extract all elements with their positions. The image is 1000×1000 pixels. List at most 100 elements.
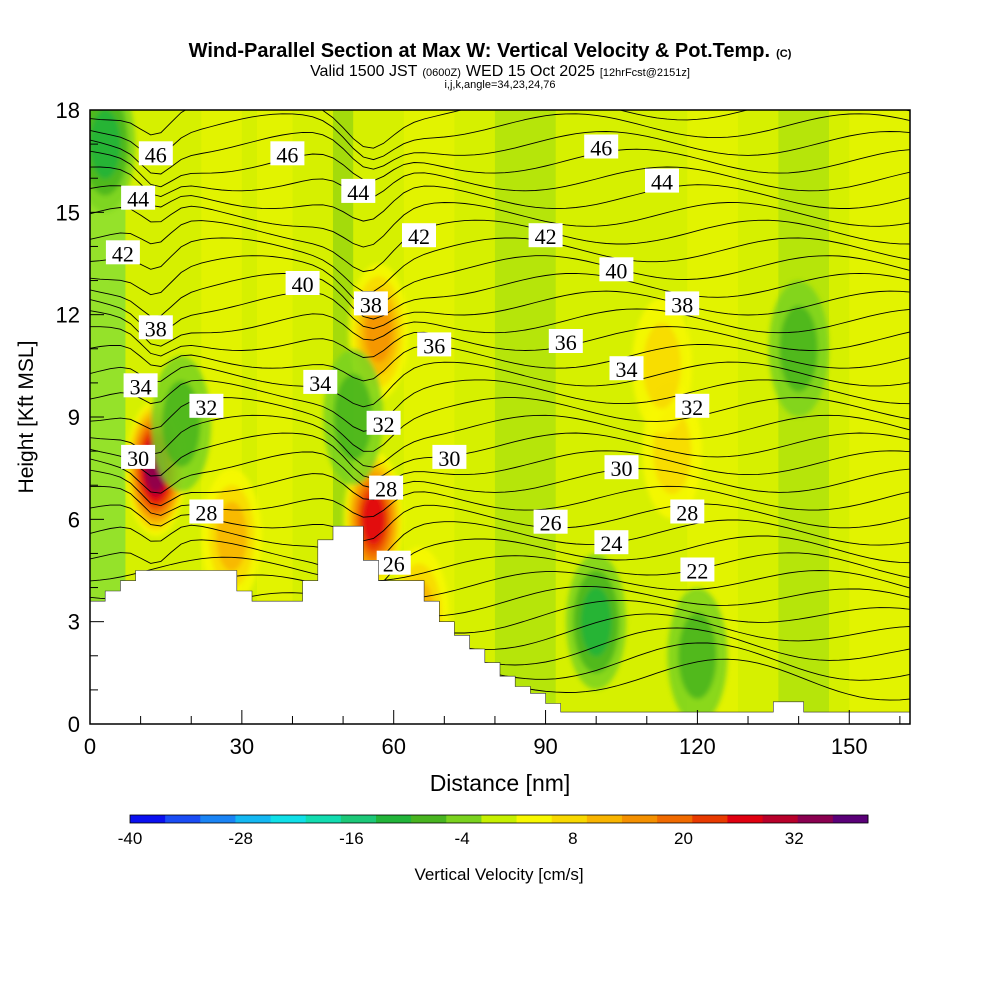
velocity-feature bbox=[162, 380, 201, 467]
theta-contour-label-text: 26 bbox=[540, 511, 562, 536]
theta-contour-label: 38 bbox=[138, 315, 173, 341]
theta-contour-label: 46 bbox=[270, 141, 305, 167]
theta-contour-line bbox=[90, 290, 910, 335]
theta-contour-label-text: 46 bbox=[276, 142, 298, 167]
colorbar-tick-label: -28 bbox=[228, 829, 253, 848]
theta-contour-label: 32 bbox=[675, 393, 710, 420]
theta-contour-label-text: 36 bbox=[555, 330, 577, 355]
x-tick-label: 120 bbox=[679, 734, 716, 759]
subtitle-utc: (0600Z) bbox=[422, 67, 461, 79]
theta-contour-label: 38 bbox=[665, 291, 700, 317]
theta-contour-label: 42 bbox=[105, 240, 140, 266]
theta-contour-line bbox=[90, 397, 910, 452]
colorbar-swatch bbox=[200, 815, 236, 823]
colorbar-swatch bbox=[657, 815, 693, 823]
theta-contour-label: 32 bbox=[366, 410, 401, 437]
theta-contour-line bbox=[90, 202, 910, 248]
x-tick-label: 30 bbox=[230, 734, 254, 759]
subtitle-valid: Valid 1500 JST bbox=[310, 63, 418, 80]
chart-title: Wind-Parallel Section at Max W: Vertical… bbox=[189, 40, 792, 62]
theta-contour-label-text: 42 bbox=[112, 241, 134, 266]
velocity-band bbox=[494, 110, 556, 724]
colorbar-swatch bbox=[551, 815, 588, 823]
colorbar-swatch bbox=[797, 815, 834, 823]
theta-contour-label: 44 bbox=[121, 185, 156, 212]
chart-subtitle: Valid 1500 JST (0600Z) WED 15 Oct 2025 [12h… bbox=[310, 63, 690, 80]
theta-contour-line bbox=[90, 432, 910, 479]
theta-contour-label: 24 bbox=[594, 530, 629, 556]
y-tick-label: 0 bbox=[68, 712, 80, 737]
theta-contour-line bbox=[90, 184, 910, 222]
theta-contour-label-text: 34 bbox=[130, 374, 152, 399]
y-tick-label: 9 bbox=[68, 405, 80, 430]
theta-contour-label: 34 bbox=[609, 356, 644, 382]
theta-contour-line bbox=[90, 361, 910, 408]
colorbar bbox=[129, 814, 869, 824]
title-block: Wind-Parallel Section at Max W: Vertical… bbox=[189, 40, 792, 91]
theta-contour-label: 36 bbox=[417, 332, 452, 358]
theta-contour-label-text: 28 bbox=[375, 477, 397, 502]
colorbar-tick-label: 20 bbox=[674, 829, 693, 848]
theta-contour-label-text: 36 bbox=[423, 333, 445, 358]
theta-contour-line bbox=[90, 255, 910, 309]
theta-contour-line bbox=[90, 308, 910, 347]
theta-contour-line bbox=[90, 485, 910, 518]
theta-contour-line bbox=[90, 468, 910, 507]
subtitle-forecast: [12hrFcst@2151z] bbox=[600, 67, 690, 79]
plot-area: 46 46 46 44 44 44 42 42 42 40 40 38 38 38 36 36 34 34 34 32… bbox=[90, 110, 910, 724]
theta-contour-label-text: 42 bbox=[408, 224, 430, 249]
theta-contour-line bbox=[90, 272, 910, 320]
theta-contour-label-text: 34 bbox=[309, 371, 331, 396]
theta-contour-line bbox=[90, 379, 910, 432]
theta-contour-label: 42 bbox=[402, 223, 436, 249]
theta-contour-label: 44 bbox=[645, 168, 679, 195]
colorbar-swatch bbox=[762, 815, 799, 823]
theta-contour-label-text: 32 bbox=[195, 395, 217, 420]
colorbar-swatch bbox=[235, 815, 272, 823]
colorbar-swatch bbox=[832, 815, 869, 823]
theta-contour-label: 38 bbox=[353, 291, 388, 317]
theta-contour-label-text: 32 bbox=[681, 395, 703, 420]
x-tick-label: 90 bbox=[533, 734, 557, 759]
theta-contour-label: 28 bbox=[369, 475, 404, 502]
theta-contour-line bbox=[90, 503, 910, 542]
theta-contour-label-text: 44 bbox=[127, 187, 149, 212]
theta-contour-label: 30 bbox=[604, 455, 639, 481]
theta-contour-label: 22 bbox=[680, 557, 715, 584]
theta-contour-label-text: 30 bbox=[611, 456, 633, 481]
velocity-feature bbox=[334, 374, 373, 460]
velocity-feature bbox=[642, 322, 681, 409]
theta-contour-label-text: 30 bbox=[127, 446, 149, 471]
colorbar-swatch bbox=[165, 815, 201, 823]
theta-contour-label-text: 28 bbox=[676, 501, 698, 526]
colorbar-swatch bbox=[692, 815, 728, 823]
colorbar-swatch bbox=[516, 815, 553, 823]
colorbar-swatch bbox=[622, 815, 658, 823]
y-tick-label: 6 bbox=[68, 507, 80, 532]
colorbar-tick-labels: -40 -28 -16 -4 8 20 32 bbox=[118, 829, 804, 848]
theta-contour-line bbox=[90, 326, 910, 358]
theta-contour-line bbox=[90, 237, 910, 293]
theta-contour-label: 32 bbox=[189, 393, 224, 420]
theta-contour-label-text: 38 bbox=[360, 292, 382, 317]
chart-subtitle-indices: i,j,k,angle=34,23,24,76 bbox=[444, 79, 555, 91]
theta-contour-line bbox=[90, 166, 910, 199]
theta-contour-label-text: 46 bbox=[590, 136, 612, 161]
terrain-mask bbox=[90, 526, 910, 724]
theta-contour-line bbox=[90, 131, 910, 175]
colorbar-swatch bbox=[586, 815, 623, 823]
velocity-feature bbox=[216, 501, 248, 572]
colorbar-tick-label: -16 bbox=[339, 829, 364, 848]
theta-contour-label: 28 bbox=[670, 499, 705, 526]
theta-contour-label-text: 44 bbox=[347, 180, 369, 205]
theta-contour-label: 34 bbox=[123, 373, 158, 399]
x-tick-label: 60 bbox=[381, 734, 405, 759]
y-axis: 0 3 6 9 12 15 18 bbox=[56, 98, 104, 737]
chart-title-tag: (C) bbox=[776, 48, 792, 60]
colorbar-tick-label: -4 bbox=[455, 829, 470, 848]
colorbar-swatch bbox=[446, 815, 482, 823]
theta-contour-labels: 46 46 46 44 44 44 42 42 42 40 40 38 38 38 36 36 34 34 34 32… bbox=[105, 134, 715, 584]
theta-contour-label: 36 bbox=[548, 329, 583, 355]
theta-contour-line bbox=[90, 219, 910, 273]
theta-contour-label: 30 bbox=[121, 444, 156, 471]
